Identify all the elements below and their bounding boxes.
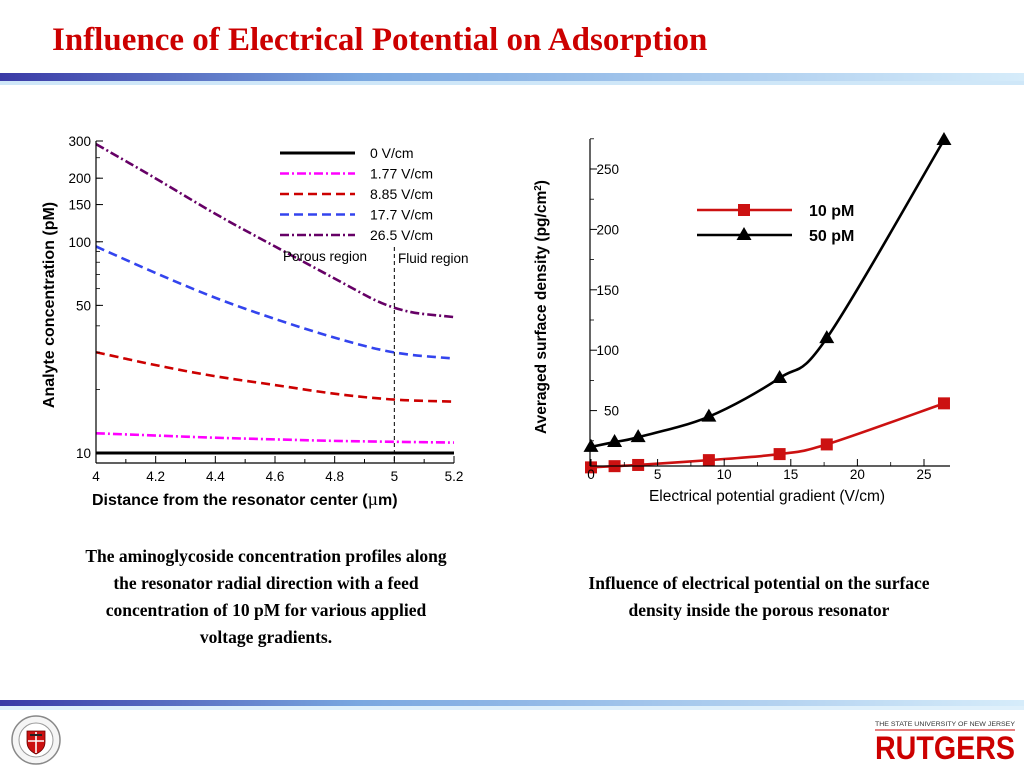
y-axis-label: Analyte concentration (pM) — [41, 202, 58, 408]
rutgers-wordmark-text: RUTGERS — [875, 730, 1015, 764]
bottom-divider-band-light — [0, 706, 1024, 710]
series-line-17-7-V-cm — [95, 245, 455, 360]
x-tick-label: 5.2 — [445, 469, 464, 484]
series-line-26-5-V-cm — [95, 142, 455, 319]
top-divider-band-light — [0, 81, 1024, 85]
y-tick-label: 200 — [68, 171, 91, 186]
data-point-square — [937, 397, 950, 410]
y-axis-label: Averaged surface density (pg/cm2) — [533, 180, 551, 434]
y-axis-label-tail: ) — [533, 180, 550, 185]
data-point-triangle — [701, 408, 717, 422]
data-point-triangle — [936, 132, 952, 146]
series-line-8-85-V-cm — [95, 350, 455, 403]
top-divider-band — [0, 73, 1024, 81]
x-tick-label: 20 — [850, 467, 865, 482]
legend-label: 8.85 V/cm — [370, 186, 433, 202]
y-tick-label: 50 — [604, 404, 619, 419]
x-tick-label: 25 — [916, 467, 931, 482]
legend-label: 17.7 V/cm — [370, 207, 433, 223]
x-tick-label: 10 — [717, 467, 732, 482]
legend-label: 50 pM — [809, 228, 854, 245]
series-line-1-77-V-cm — [95, 431, 455, 444]
y-tick-label: 200 — [596, 222, 619, 237]
legend-label: 26.5 V/cm — [370, 227, 433, 243]
x-tick-label: 4 — [92, 469, 100, 484]
fluid-region-label: Fluid region — [398, 251, 469, 266]
legend-label: 10 pM — [809, 203, 854, 220]
y-tick-label: 50 — [76, 298, 91, 313]
y-tick-label: 150 — [68, 198, 91, 213]
series-line-50-pM — [590, 139, 946, 449]
y-tick-label: 10 — [76, 446, 91, 461]
data-point-square — [738, 204, 750, 216]
y-axis-label-sup: 2 — [533, 185, 544, 191]
legend-label: 1.77 V/cm — [370, 166, 433, 182]
x-tick-label: 4.6 — [266, 469, 285, 484]
x-tick-label: 4.2 — [146, 469, 165, 484]
x-tick-label: 4.4 — [206, 469, 225, 484]
slide-title: Influence of Electrical Potential on Ads… — [52, 22, 708, 58]
chart-legend: 10 pM 50 pM — [697, 203, 854, 245]
x-axis-label-tail: m) — [378, 492, 398, 509]
porous-region-label: Porous region — [283, 249, 367, 264]
data-point-triangle — [819, 330, 835, 344]
surface-density-chart: 0 5 10 15 20 25 50 100 150 200 250 10 pM 50 pM Elec… — [533, 132, 952, 505]
left-figure-caption: The aminoglycoside concentration profile… — [85, 546, 447, 647]
x-tick-label: 0 — [587, 467, 595, 482]
data-point-triangle — [736, 227, 752, 240]
bottom-divider-band — [0, 700, 1024, 706]
data-point-square — [773, 448, 786, 461]
rutgers-engineering-seal-logo — [11, 715, 61, 765]
right-figure-caption: Influence of electrical potential on the… — [588, 573, 930, 620]
data-point-triangle — [630, 429, 646, 443]
data-point-square — [820, 438, 833, 451]
rutgers-wordmark-subtitle: THE STATE UNIVERSITY OF NEW JERSEY — [875, 721, 1015, 728]
rutgers-wordmark-logo: THE STATE UNIVERSITY OF NEW JERSEY RUTGE… — [875, 721, 1015, 764]
y-tick-label: 150 — [596, 283, 619, 298]
data-point-triangle — [583, 438, 599, 452]
legend-label: 0 V/cm — [370, 145, 414, 161]
y-tick-label: 300 — [68, 134, 91, 149]
x-tick-label: 15 — [783, 467, 798, 482]
y-tick-label: 250 — [596, 162, 619, 177]
y-tick-label: 100 — [596, 343, 619, 358]
x-axis-label: Distance from the resonator center (μm) — [92, 490, 398, 509]
y-tick-label: 100 — [68, 235, 91, 250]
chart-legend: 0 V/cm 1.77 V/cm 8.85 V/cm 17.7 V/cm 26.5 V/… — [280, 145, 433, 243]
x-tick-label: 5 — [654, 467, 662, 482]
y-axis-label-main: Averaged surface density (pg/cm — [533, 191, 550, 434]
x-axis-label-main: Distance from the resonator center ( — [92, 492, 368, 509]
data-point-triangle — [607, 434, 623, 448]
data-point-triangle — [772, 369, 788, 383]
x-tick-label: 4.8 — [325, 469, 344, 484]
x-axis-label: Electrical potential gradient (V/cm) — [649, 488, 885, 505]
data-point-square — [585, 461, 597, 474]
x-tick-label: 5 — [391, 469, 399, 484]
data-point-square — [702, 454, 715, 467]
x-axis-label-greek: μ — [368, 490, 378, 509]
data-point-square — [632, 458, 645, 471]
concentration-profile-chart: 4 4.2 4.4 4.6 4.8 5 5.2 10 50 100 150 200 300 0 V/cm… — [41, 134, 469, 509]
